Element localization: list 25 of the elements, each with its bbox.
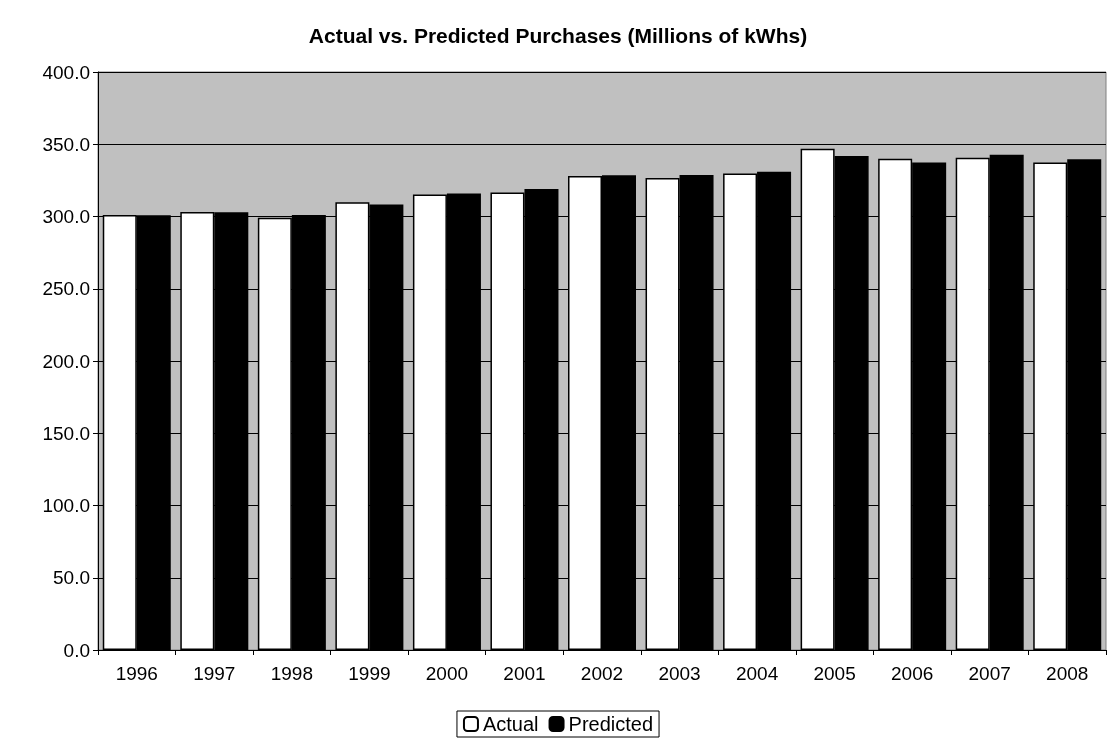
x-tick-label: 2000 [425, 663, 469, 684]
y-tick-label: 150.0 [42, 422, 90, 444]
y-tick-label: 0.0 [63, 639, 90, 661]
y-tick-label: 100.0 [42, 495, 90, 516]
legend-label: Actual [482, 713, 539, 735]
x-tick-label: 2003 [658, 663, 701, 684]
y-tick-label: 400.0 [42, 61, 90, 83]
x-tick-label: 1996 [115, 663, 158, 684]
legend-label: Predicted [568, 713, 654, 735]
x-tick-label: 2004 [735, 663, 779, 684]
x-tick-label: 2007 [968, 663, 1011, 684]
x-tick-label: 2001 [503, 663, 546, 684]
x-tick-label: 1998 [270, 663, 313, 684]
y-tick-label: 350.0 [42, 133, 90, 155]
x-tick-label: 2006 [891, 663, 934, 684]
x-tick-label: 1999 [348, 663, 391, 684]
x-tick-label: 2005 [813, 663, 856, 684]
y-tick-label: 50.0 [53, 567, 90, 589]
chart-title: Actual vs. Predicted Purchases (Millions of kWhs) [308, 24, 808, 47]
y-tick-label: 200.0 [42, 350, 90, 372]
y-tick-label: 250.0 [42, 278, 90, 300]
x-tick-label: 2002 [580, 663, 624, 684]
x-tick-label: 1997 [193, 663, 236, 684]
y-tick-label: 300.0 [42, 206, 90, 227]
x-tick-label: 2008 [1046, 663, 1089, 684]
